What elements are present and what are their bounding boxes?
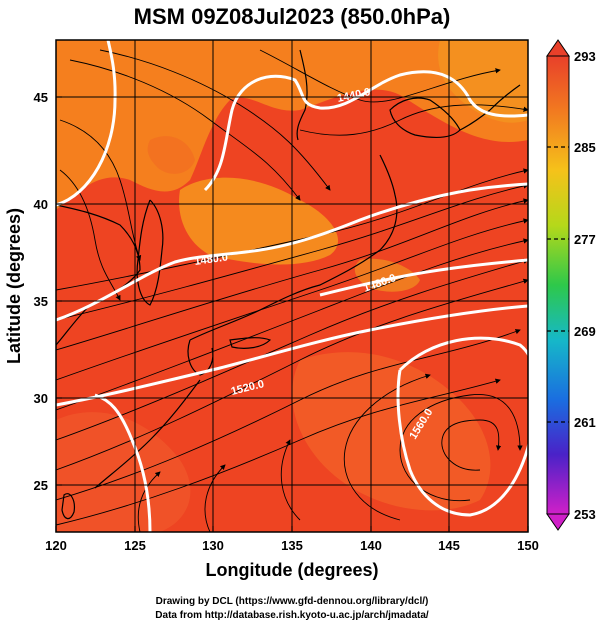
coastline-taiwan: [61, 493, 75, 520]
contour-1480: [56, 182, 528, 322]
contour-label: 1480.0: [194, 251, 229, 268]
tick-marks: [55, 96, 529, 532]
x-tick-label: 125: [124, 538, 146, 553]
orange-region-east: [438, 40, 528, 123]
credit-line-1: Drawing by DCL (https://www.gfd-dennou.o…: [156, 596, 429, 607]
y-tick-label: 40: [34, 197, 48, 212]
coastline-shikoku: [229, 337, 272, 349]
streamline: [343, 373, 431, 521]
coastline-honshu: [189, 154, 398, 341]
y-tick-labels: 25 30 35 40 45: [34, 90, 48, 493]
streamline: [299, 104, 528, 136]
streamline: [59, 169, 121, 301]
grid-lines: [56, 40, 528, 532]
coastline-kurils: [459, 84, 521, 131]
coastlines: [56, 49, 521, 520]
contour-1440-north: [203, 70, 528, 192]
credit-line-2: Data from http://database.rish.kyoto-u.a…: [155, 610, 429, 621]
chart-title: MSM 09Z08Jul2023 (850.0hPa): [134, 4, 451, 29]
orange-pocket-korea: [147, 136, 195, 174]
contour-1440: [56, 40, 117, 207]
y-tick-label: 45: [34, 90, 48, 105]
contour-1520-west: [94, 393, 152, 532]
streamline: [204, 464, 226, 532]
streamline: [56, 198, 528, 351]
x-tick-label: 130: [202, 538, 224, 553]
streamline: [56, 258, 528, 441]
streamline: [137, 471, 161, 532]
coastline-sakhalin: [296, 49, 308, 141]
plot-area: 1440.0 1480.0 1480.0 1520.0 1560.0: [56, 40, 528, 532]
contour-1480-b: [319, 258, 528, 297]
streamline: [56, 218, 528, 381]
x-tick-label: 135: [281, 538, 303, 553]
x-axis-label: Longitude (degrees): [205, 560, 378, 580]
colorbar-bottom-arrow: [546, 513, 570, 531]
colorbar-body: [546, 55, 570, 515]
colorbar-label: 277: [574, 232, 596, 247]
colorbar-label: 269: [574, 324, 596, 339]
x-tick-label: 140: [360, 538, 382, 553]
streamline: [280, 439, 301, 521]
warm-region-southwest: [56, 412, 191, 532]
colorbar-label: 261: [574, 415, 596, 430]
streamline: [56, 378, 501, 526]
colorbar-label: 285: [574, 140, 596, 155]
coastline-mainland: [56, 204, 141, 346]
streamline: [56, 329, 521, 501]
y-axis-label: Latitude (degrees): [4, 208, 24, 364]
x-tick-label: 120: [45, 538, 67, 553]
streamline: [56, 238, 528, 411]
colorbar-top-arrow: [546, 39, 570, 57]
streamline: [259, 49, 501, 103]
colorbar-label: 293: [574, 49, 596, 64]
colorbar: 293 285 277 269 261 253: [546, 39, 596, 531]
coastline-korea: [136, 199, 164, 306]
x-tick-label: 150: [517, 538, 539, 553]
contour-1560: [396, 336, 528, 517]
y-tick-label: 35: [34, 294, 48, 309]
contour-1520: [56, 304, 528, 407]
x-tick-label: 145: [438, 538, 460, 553]
warm-region-south: [292, 352, 491, 511]
streamline: [59, 119, 142, 261]
streamline: [99, 49, 331, 191]
colorbar-ticks: [547, 146, 569, 423]
y-tick-label: 30: [34, 391, 48, 406]
streamline: [441, 419, 502, 471]
height-contours: [56, 40, 528, 532]
y-tick-label: 25: [34, 478, 48, 493]
colorbar-label: 253: [574, 507, 596, 522]
x-tick-labels: 120 125 130 135 140 145 150: [45, 538, 539, 553]
